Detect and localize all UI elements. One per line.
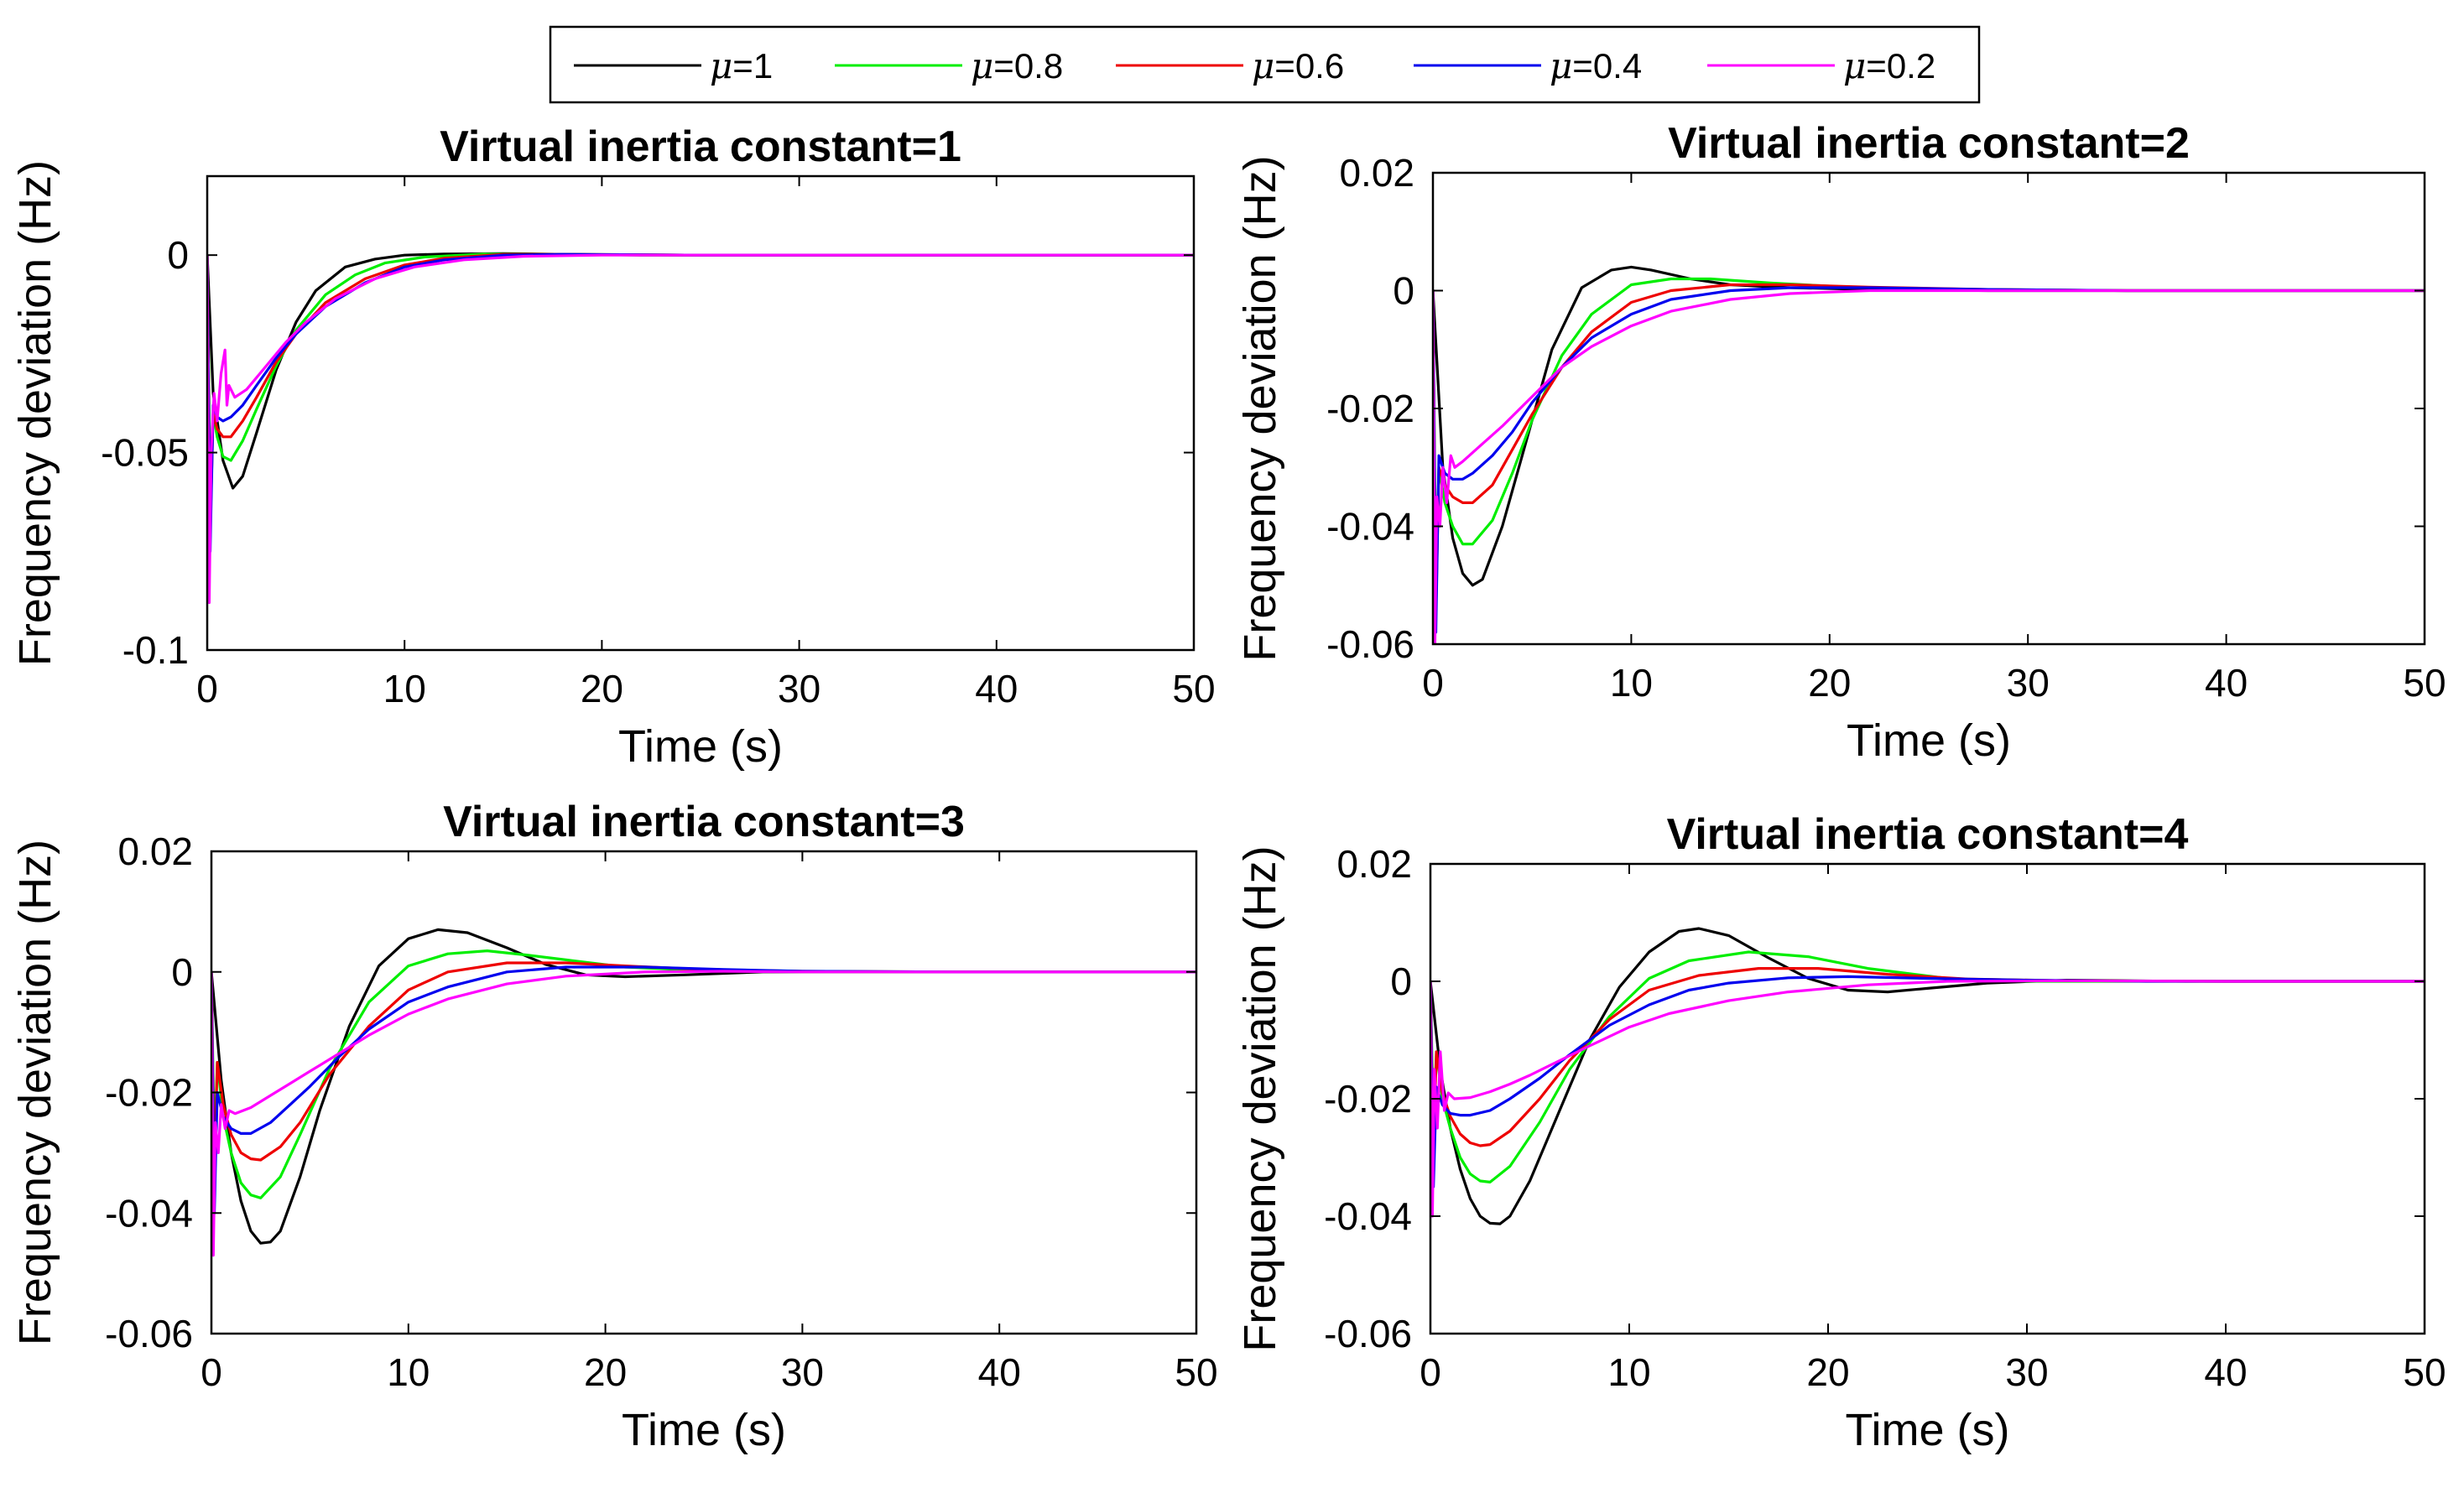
series-line-mu-1 — [211, 928, 1196, 1245]
x-tick-label: 40 — [2204, 1350, 2247, 1394]
series-line-mu-0.2 — [207, 253, 1194, 605]
y-tick-label: 0 — [1393, 269, 1414, 313]
subplot-title: Virtual inertia constant=3 — [443, 798, 965, 846]
y-tick-label: -0.02 — [1326, 387, 1414, 430]
subplot-1: 0 10 20 30 40 50 -0.1 -0.05 0 Virtual inertia con… — [10, 122, 1216, 772]
y-tick-label: -0.04 — [1326, 505, 1414, 549]
series-line-mu-0.4 — [1430, 975, 2425, 1189]
series-line-mu-0.2 — [1430, 979, 2425, 1218]
y-tick-label: 0 — [171, 950, 193, 994]
y-tick-label: 0.02 — [1339, 151, 1414, 195]
series-group — [1433, 265, 2425, 644]
series-group — [1430, 927, 2425, 1225]
legend-label: μ=0.6 — [1252, 45, 1344, 86]
legend-label: μ=0.4 — [1550, 45, 1642, 86]
y-tick-label: -0.05 — [101, 431, 189, 475]
x-tick-label: 30 — [778, 667, 820, 710]
y-tick-label: 0 — [1390, 960, 1412, 1003]
plot-area — [207, 176, 1194, 650]
legend-value: =0.4 — [1572, 46, 1642, 86]
y-tick-label: -0.06 — [1324, 1312, 1412, 1355]
x-tick-label: 30 — [2005, 1350, 2048, 1394]
x-tick-label: 10 — [387, 1350, 430, 1394]
subplot-title: Virtual inertia constant=2 — [1668, 119, 2190, 168]
x-tick-label: 40 — [2205, 661, 2248, 705]
series-line-mu-0.8 — [1430, 950, 2425, 1184]
x-tick-label: 20 — [1806, 1350, 1849, 1394]
x-tick-label: 10 — [1610, 661, 1653, 705]
y-tick-label: -0.02 — [105, 1071, 193, 1115]
x-axis-label: Time (s) — [1847, 715, 2011, 766]
x-tick-label: 20 — [581, 667, 623, 710]
y-axis-label: Frequency deviation (Hz) — [1235, 845, 1285, 1351]
legend-entry: μ=0.4 — [1414, 45, 1642, 86]
x-axis-label: Time (s) — [622, 1405, 786, 1455]
y-tick-label: 0.02 — [1336, 842, 1412, 886]
series-group — [207, 252, 1194, 605]
legend-value: =0.8 — [993, 46, 1063, 86]
y-tick-label: -0.04 — [105, 1191, 193, 1235]
x-tick-label: 20 — [1808, 661, 1851, 705]
x-tick-label: 30 — [2007, 661, 2050, 705]
legend-value: =1 — [732, 46, 773, 86]
x-tick-label: 50 — [1175, 1350, 1217, 1394]
subplot-3: 0 10 20 30 40 50 -0.06 -0.04 -0.02 0 0.02 Virtual i… — [10, 798, 1218, 1455]
y-axis-label: Frequency deviation (Hz) — [10, 160, 60, 666]
y-axis-label: Frequency deviation (Hz) — [10, 840, 60, 1345]
series-group — [211, 928, 1196, 1257]
y-tick-label: -0.06 — [105, 1312, 193, 1355]
legend: μ=1 μ=0.8 μ=0.6 μ=0.4 μ=0.2 — [549, 25, 1981, 104]
legend-mu-symbol: μ — [971, 45, 993, 86]
series-line-mu-0.2 — [1433, 289, 2425, 644]
x-tick-label: 40 — [978, 1350, 1021, 1394]
legend-label: μ=0.2 — [1843, 45, 1935, 86]
x-tick-label: 0 — [1420, 1350, 1441, 1394]
x-tick-label: 50 — [1172, 667, 1215, 710]
y-tick-label: 0.02 — [117, 830, 193, 873]
subplot-4: 0 10 20 30 40 50 -0.06 -0.04 -0.02 0 0.02 Virtual i… — [1235, 810, 2446, 1455]
series-line-mu-0.4 — [1433, 286, 2425, 634]
legend-entry: μ=0.6 — [1116, 45, 1344, 86]
x-tick-label: 0 — [196, 667, 218, 710]
plot-area — [1430, 864, 2425, 1334]
series-line-mu-1 — [1430, 927, 2425, 1225]
x-tick-label: 50 — [2403, 1350, 2446, 1394]
x-tick-label: 10 — [383, 667, 426, 710]
x-tick-label: 0 — [201, 1350, 222, 1394]
legend-mu-symbol: μ — [1843, 45, 1866, 86]
series-line-mu-0.2 — [211, 970, 1196, 1257]
plot-area — [1433, 173, 2425, 644]
legend-mu-symbol: μ — [1550, 45, 1572, 86]
x-tick-label: 10 — [1607, 1350, 1650, 1394]
x-axis-label: Time (s) — [618, 721, 783, 772]
y-tick-label: -0.1 — [122, 628, 189, 672]
legend-mu-symbol: μ — [1252, 45, 1274, 86]
x-tick-label: 0 — [1422, 661, 1444, 705]
x-tick-label: 20 — [584, 1350, 627, 1394]
legend-entry: μ=0.2 — [1707, 45, 1935, 86]
legend-entry: μ=0.8 — [835, 45, 1063, 86]
y-tick-label: -0.02 — [1324, 1077, 1412, 1121]
x-axis-label: Time (s) — [1846, 1405, 2010, 1455]
legend-mu-symbol: μ — [710, 45, 732, 86]
plot-area — [211, 851, 1196, 1334]
series-line-mu-1 — [1433, 265, 2425, 587]
legend-entry: μ=1 — [574, 45, 773, 86]
legend-value: =0.2 — [1866, 46, 1935, 86]
legend-value: =0.6 — [1274, 46, 1344, 86]
y-tick-label: -0.04 — [1324, 1194, 1412, 1238]
legend-label: μ=1 — [710, 45, 773, 86]
subplot-2: 0 10 20 30 40 50 -0.06 -0.04 -0.02 0 0.02 Virtual i… — [1235, 119, 2446, 766]
x-tick-label: 40 — [975, 667, 1018, 710]
y-tick-label: 0 — [167, 233, 189, 277]
x-tick-label: 30 — [781, 1350, 824, 1394]
y-tick-label: -0.06 — [1326, 622, 1414, 666]
subplot-title: Virtual inertia constant=4 — [1667, 810, 2189, 859]
axes-box — [206, 174, 1196, 652]
x-tick-label: 50 — [2403, 661, 2446, 705]
y-axis-label: Frequency deviation (Hz) — [1235, 155, 1285, 661]
legend-label: μ=0.8 — [971, 45, 1063, 86]
subplot-title: Virtual inertia constant=1 — [440, 122, 961, 171]
